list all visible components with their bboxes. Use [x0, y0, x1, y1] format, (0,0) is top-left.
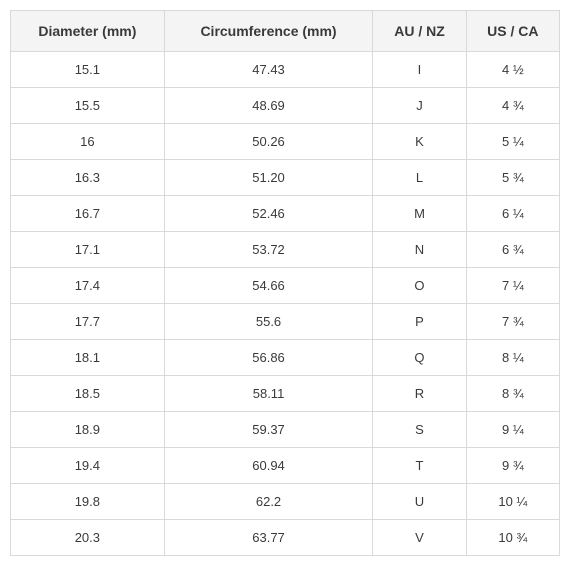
table-cell: 60.94 — [164, 448, 373, 484]
table-cell: 18.5 — [11, 376, 165, 412]
table-cell: 17.4 — [11, 268, 165, 304]
table-cell: O — [373, 268, 466, 304]
col-diameter: Diameter (mm) — [11, 11, 165, 52]
table-cell: 10 ¾ — [466, 520, 559, 556]
table-cell: 9 ¼ — [466, 412, 559, 448]
table-cell: N — [373, 232, 466, 268]
table-row: 15.548.69J4 ¾ — [11, 88, 560, 124]
table-cell: R — [373, 376, 466, 412]
table-cell: 51.20 — [164, 160, 373, 196]
table-cell: 18.9 — [11, 412, 165, 448]
table-cell: 19.4 — [11, 448, 165, 484]
col-us-ca: US / CA — [466, 11, 559, 52]
table-cell: K — [373, 124, 466, 160]
table-row: 19.862.2U10 ¼ — [11, 484, 560, 520]
table-cell: 16.7 — [11, 196, 165, 232]
table-header: Diameter (mm) Circumference (mm) AU / NZ… — [11, 11, 560, 52]
table-cell: 53.72 — [164, 232, 373, 268]
table-cell: T — [373, 448, 466, 484]
table-row: 16.351.20L5 ¾ — [11, 160, 560, 196]
table-cell: M — [373, 196, 466, 232]
table-row: 18.959.37S9 ¼ — [11, 412, 560, 448]
table-body: 15.147.43I4 ½15.548.69J4 ¾1650.26K5 ¼16.… — [11, 52, 560, 556]
table-cell: 18.1 — [11, 340, 165, 376]
table-cell: L — [373, 160, 466, 196]
table-cell: 50.26 — [164, 124, 373, 160]
table-cell: 8 ¼ — [466, 340, 559, 376]
table-cell: 6 ¼ — [466, 196, 559, 232]
table-cell: V — [373, 520, 466, 556]
table-cell: 7 ¼ — [466, 268, 559, 304]
table-row: 17.153.72N6 ¾ — [11, 232, 560, 268]
table-cell: 52.46 — [164, 196, 373, 232]
col-circumference: Circumference (mm) — [164, 11, 373, 52]
table-cell: U — [373, 484, 466, 520]
table-cell: 10 ¼ — [466, 484, 559, 520]
col-au-nz: AU / NZ — [373, 11, 466, 52]
table-cell: 56.86 — [164, 340, 373, 376]
table-row: 17.454.66O7 ¼ — [11, 268, 560, 304]
table-row: 17.755.6P7 ¾ — [11, 304, 560, 340]
table-cell: 4 ½ — [466, 52, 559, 88]
table-cell: P — [373, 304, 466, 340]
table-cell: 6 ¾ — [466, 232, 559, 268]
table-cell: 55.6 — [164, 304, 373, 340]
table-cell: 47.43 — [164, 52, 373, 88]
table-cell: 5 ¾ — [466, 160, 559, 196]
table-cell: 9 ¾ — [466, 448, 559, 484]
table-cell: 8 ¾ — [466, 376, 559, 412]
table-cell: S — [373, 412, 466, 448]
table-row: 15.147.43I4 ½ — [11, 52, 560, 88]
table-row: 16.752.46M6 ¼ — [11, 196, 560, 232]
table-cell: 5 ¼ — [466, 124, 559, 160]
table-cell: 17.1 — [11, 232, 165, 268]
table-cell: 16.3 — [11, 160, 165, 196]
table-row: 19.460.94T9 ¾ — [11, 448, 560, 484]
table-cell: 7 ¾ — [466, 304, 559, 340]
table-cell: I — [373, 52, 466, 88]
table-row: 1650.26K5 ¼ — [11, 124, 560, 160]
table-cell: 15.5 — [11, 88, 165, 124]
table-cell: J — [373, 88, 466, 124]
table-cell: 16 — [11, 124, 165, 160]
table-cell: 58.11 — [164, 376, 373, 412]
table-cell: 20.3 — [11, 520, 165, 556]
table-cell: Q — [373, 340, 466, 376]
ring-size-table: Diameter (mm) Circumference (mm) AU / NZ… — [10, 10, 560, 556]
table-cell: 17.7 — [11, 304, 165, 340]
table-cell: 15.1 — [11, 52, 165, 88]
table-cell: 4 ¾ — [466, 88, 559, 124]
table-cell: 62.2 — [164, 484, 373, 520]
table-row: 18.558.11R8 ¾ — [11, 376, 560, 412]
table-row: 18.156.86Q8 ¼ — [11, 340, 560, 376]
table-cell: 59.37 — [164, 412, 373, 448]
table-cell: 54.66 — [164, 268, 373, 304]
table-row: 20.363.77V10 ¾ — [11, 520, 560, 556]
table-cell: 63.77 — [164, 520, 373, 556]
table-cell: 48.69 — [164, 88, 373, 124]
table-cell: 19.8 — [11, 484, 165, 520]
